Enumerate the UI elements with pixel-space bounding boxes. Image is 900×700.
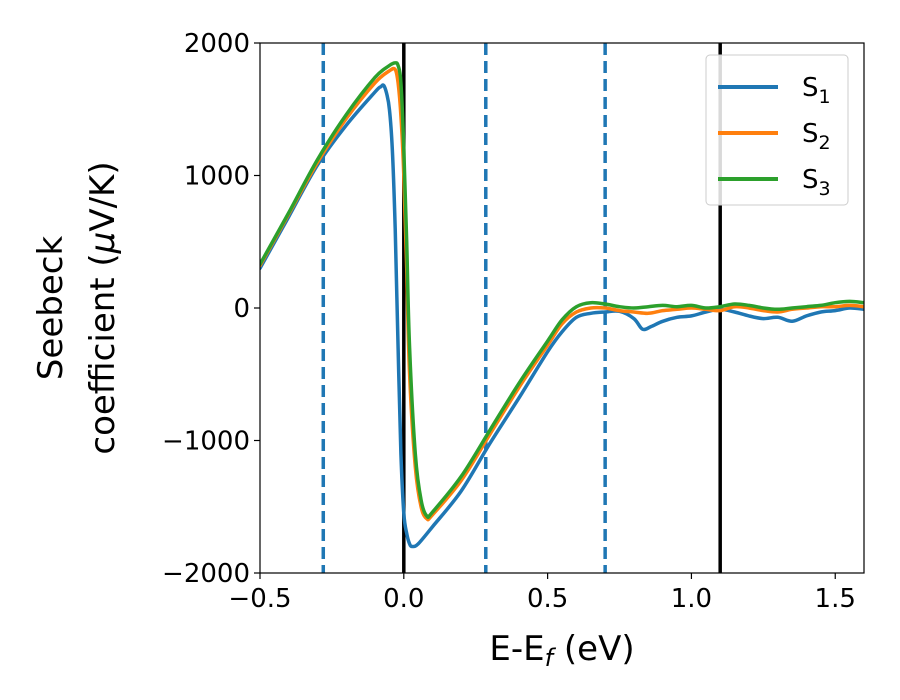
series-line-s3 [260,61,864,520]
legend-entry-s1: S1 [718,73,831,108]
x-tick-label: 0.0 [383,584,424,614]
legend-entry-s3: S3 [718,165,831,200]
svg-text:Seebeck: Seebeck [31,236,71,381]
legend: S1 S2 S3 [705,54,849,206]
y-tick-label: 1000 [184,162,250,192]
y-tick-label: 2000 [184,29,250,59]
y-tick-label: −1000 [162,427,250,457]
y-axis-label: Seebeck coefficient (μV/K) [31,161,123,454]
x-tick-label: 1.0 [671,584,712,614]
legend-label: S2 [802,119,831,154]
legend-label: S1 [802,73,831,108]
legend-box [705,54,849,206]
series-line-s1 [260,83,864,549]
legend-label: S3 [802,165,831,200]
y-tick-label: 0 [233,294,250,324]
x-tick-label: 1.5 [815,584,856,614]
x-tick-label: 0.5 [527,584,568,614]
y-tick-label: −2000 [162,559,250,589]
legend-entry-s2: S2 [718,119,831,154]
x-axis-label: E-Ef (eV) [489,629,634,672]
x-tick-label: −0.5 [228,584,291,614]
svg-text:coefficient (μV/K): coefficient (μV/K) [83,161,123,454]
series-line-s2 [260,66,864,522]
